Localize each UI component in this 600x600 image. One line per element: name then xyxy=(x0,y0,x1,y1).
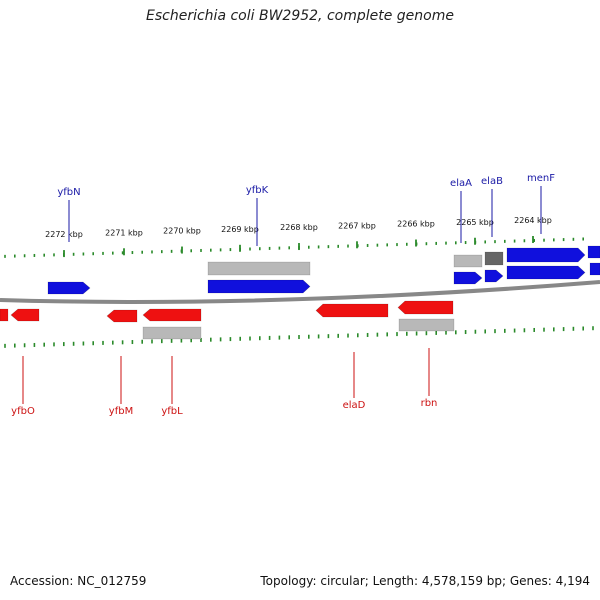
gene-arrow-reverse xyxy=(106,309,138,323)
gene-box-other xyxy=(484,251,504,266)
map-title: Escherichia coli BW2952, complete genome xyxy=(146,8,454,24)
genome-backbone xyxy=(0,280,600,304)
gene-box-forward xyxy=(589,262,600,276)
gene-label-reverse: elaD xyxy=(343,400,366,411)
scale-labels: 2272 kbp 2271 kbp 2270 kbp 2269 kbp 2268 kbp… xyxy=(45,216,552,258)
gene-arrow-forward xyxy=(506,265,586,280)
gene-label-reverse: rbn xyxy=(421,398,438,409)
gene-arrow-forward xyxy=(484,269,504,283)
gene-arrow-forward xyxy=(453,271,483,285)
gene-box-other xyxy=(398,318,455,332)
gene-label-forward: menF xyxy=(527,173,555,184)
gene-arrow-forward xyxy=(47,281,91,295)
scale-label: 2264 kbp xyxy=(514,216,552,225)
gene-arrow-reverse xyxy=(397,300,454,315)
gene-label-reverse: yfbM xyxy=(109,406,133,417)
scale-label: 2271 kbp xyxy=(105,228,143,237)
accession-number: Accession: NC_012759 xyxy=(10,574,147,588)
gene-box-other xyxy=(453,254,483,268)
gene-box-forward xyxy=(587,245,600,259)
gene-label-reverse: yfbL xyxy=(161,406,183,417)
topology-info: Topology: circular; Length: 4,578,159 bp… xyxy=(260,574,590,588)
gene-box-reverse xyxy=(0,308,9,322)
gene-box-other xyxy=(207,261,311,276)
gene-arrow-reverse xyxy=(10,308,40,322)
gene-arrow-reverse xyxy=(315,303,389,318)
scale-label: 2272 kbp xyxy=(45,230,83,239)
scale-label: 2267 kbp xyxy=(338,221,376,230)
gene-label-forward: elaA xyxy=(450,178,472,189)
gene-features xyxy=(0,245,600,340)
gene-label-forward: yfbK xyxy=(246,185,269,196)
gene-arrow-forward xyxy=(207,279,311,294)
gene-arrow-forward xyxy=(506,247,586,263)
gene-label-reverse: yfbO xyxy=(11,406,35,417)
gene-label-forward: yfbN xyxy=(57,187,80,198)
genome-map: 2272 kbp 2271 kbp 2270 kbp 2269 kbp 2268 kbp… xyxy=(0,173,600,417)
scale-label: 2265 kbp xyxy=(456,218,494,227)
scale-label: 2268 kbp xyxy=(280,223,318,232)
lower-tick-track xyxy=(4,326,594,348)
scale-label: 2266 kbp xyxy=(397,220,435,229)
gene-label-forward: elaB xyxy=(481,176,503,187)
gene-labels: yfbN yfbK elaA elaB menF yfbO yfbM yfbL elaD rbn xyxy=(11,173,555,417)
scale-label: 2269 kbp xyxy=(221,225,259,234)
scale-label: 2270 kbp xyxy=(163,227,201,236)
gene-box-other xyxy=(142,326,202,340)
gene-arrow-reverse xyxy=(142,308,202,322)
